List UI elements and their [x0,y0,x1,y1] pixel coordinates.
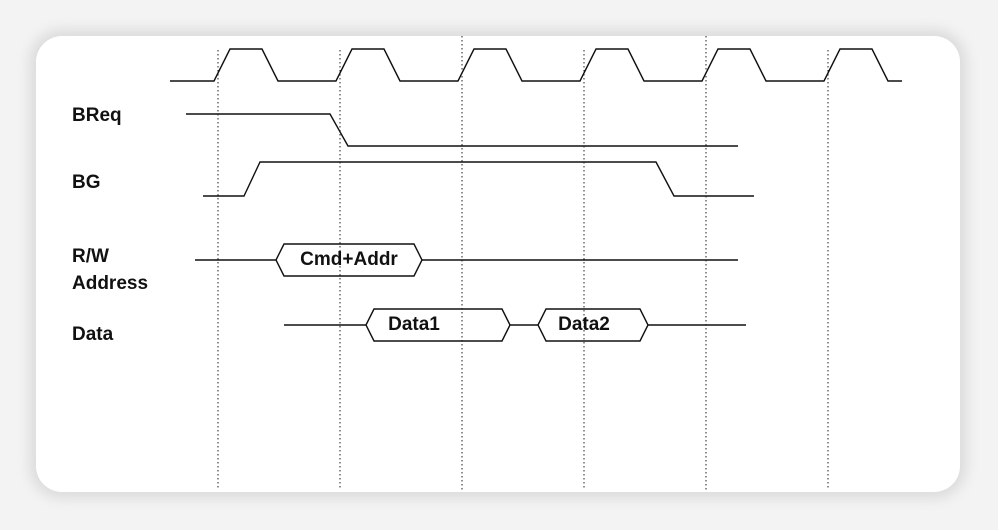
address-bus-waveform [195,243,738,277]
signal-label-bg: BG [72,172,101,193]
bus-value-data1: Data1 [388,314,440,335]
data-bus-waveform [284,308,746,342]
signal-label-breq: BReq [72,105,122,126]
cycle-guides [217,36,829,490]
signal-label-data: Data [72,324,114,345]
signal-label-rw: R/W [72,246,109,267]
signal-label-address: Address [72,273,149,294]
diagram-card [36,36,960,492]
bus-value-cmd-addr: Cmd+Addr [300,249,398,270]
clock-waveform [170,48,902,82]
breq-waveform [186,113,738,147]
bus-value-data2: Data2 [558,314,610,335]
bg-waveform [203,161,754,197]
